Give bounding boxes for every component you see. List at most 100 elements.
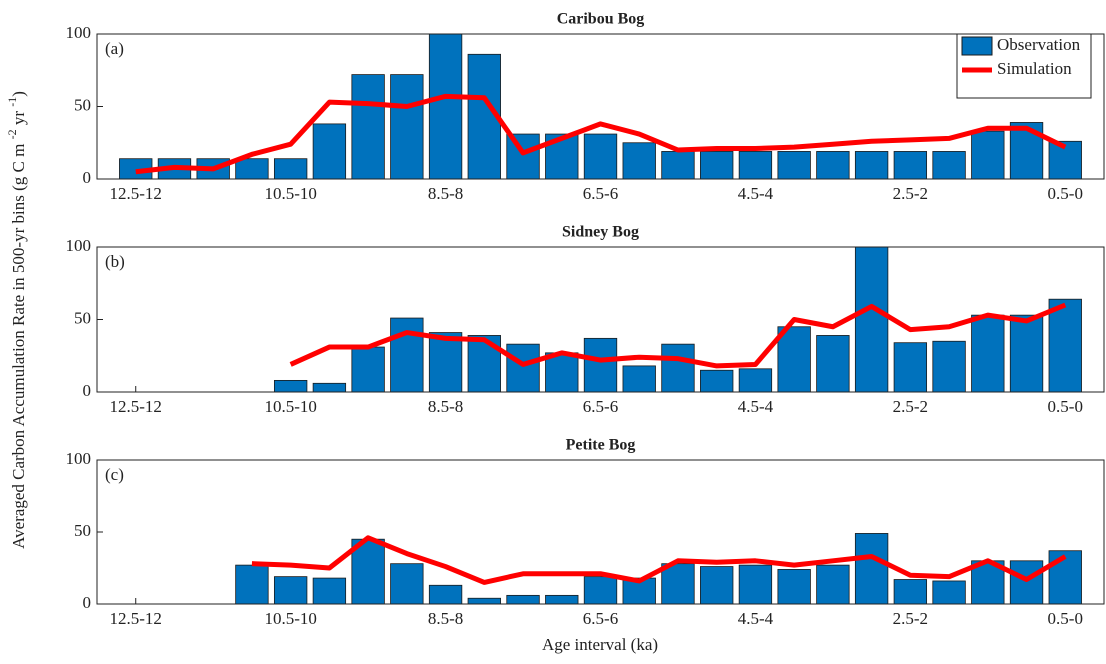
legend-swatch: [961, 36, 993, 56]
bar: [235, 564, 269, 605]
bar: [854, 246, 889, 393]
bar: [893, 151, 928, 180]
x-tick-label: 2.5-2: [893, 184, 928, 203]
bar: [312, 577, 347, 605]
x-axis-label: Age interval (ka): [542, 635, 658, 654]
x-tick-label: 2.5-2: [893, 609, 928, 628]
x-tick-label: 6.5-6: [583, 184, 618, 203]
x-tick-label: 4.5-4: [738, 609, 774, 628]
bar: [583, 337, 618, 393]
y-label-part: Averaged Carbon Accumulation Rate in 500…: [9, 139, 28, 549]
y-label-part: yr: [9, 107, 28, 130]
x-tick-label: 8.5-8: [428, 184, 463, 203]
bar: [1009, 314, 1044, 393]
bar: [661, 343, 695, 393]
chart-title: Caribou Bog: [557, 11, 645, 28]
axes-box: [96, 459, 1105, 605]
bar: [893, 579, 928, 605]
bar: [738, 368, 773, 393]
bar: [816, 151, 850, 180]
bar: [971, 314, 1005, 393]
bar: [971, 130, 1005, 180]
x-tick-label: 10.5-10: [264, 184, 316, 203]
y-tick-label: 100: [66, 449, 92, 468]
legend-label: Simulation: [997, 59, 1072, 78]
legend-label: Observation: [997, 35, 1081, 54]
bar: [700, 566, 734, 605]
bar: [351, 538, 385, 605]
chart-title: Sidney Bog: [562, 224, 639, 241]
panel-label: (a): [105, 39, 124, 58]
bar: [777, 151, 811, 180]
x-tick-label: 8.5-8: [428, 609, 463, 628]
line: [289, 302, 1067, 369]
bar: [467, 597, 501, 605]
bar: [777, 326, 811, 393]
bar: [700, 151, 734, 180]
bar: [816, 335, 850, 393]
bar: [545, 594, 579, 605]
line: [251, 535, 1067, 585]
x-tick-label: 2.5-2: [893, 397, 928, 416]
bar: [583, 133, 618, 180]
x-tick-label: 8.5-8: [428, 397, 463, 416]
bar: [428, 33, 463, 180]
bar: [273, 158, 308, 180]
bar: [351, 74, 385, 180]
bar: [351, 346, 385, 393]
panel-label: (b): [105, 252, 125, 271]
bar: [622, 142, 656, 180]
y-tick-label: 0: [83, 381, 92, 400]
x-tick-label: 10.5-10: [264, 609, 316, 628]
y-label-part: ): [9, 91, 28, 97]
x-tick-label: 12.5-12: [110, 609, 162, 628]
bar: [661, 563, 695, 605]
x-tick-label: 0.5-0: [1048, 609, 1083, 628]
bar: [932, 580, 966, 605]
bar: [700, 369, 734, 393]
bar: [428, 332, 463, 393]
bar: [312, 123, 347, 180]
y-label-sup: -1: [5, 97, 19, 107]
y-tick-label: 0: [83, 593, 92, 612]
x-tick-label: 6.5-6: [583, 397, 618, 416]
x-tick-label: 12.5-12: [110, 184, 162, 203]
y-tick-label: 100: [66, 23, 92, 42]
bar: [854, 533, 889, 605]
bar: [1048, 550, 1082, 605]
bar: [1009, 560, 1044, 605]
bar: [235, 158, 269, 180]
bar: [661, 151, 695, 180]
y-tick-label: 50: [74, 521, 91, 540]
x-tick-label: 12.5-12: [110, 397, 162, 416]
x-tick-label: 4.5-4: [738, 397, 774, 416]
bar: [1048, 140, 1082, 180]
bar: [506, 343, 540, 393]
bar: [816, 564, 850, 605]
x-tick-label: 0.5-0: [1048, 184, 1083, 203]
y-tick-label: 0: [83, 168, 92, 187]
bar: [273, 379, 308, 393]
bar: [390, 563, 424, 605]
bar: [506, 594, 540, 605]
x-tick-label: 4.5-4: [738, 184, 774, 203]
x-tick-label: 10.5-10: [264, 397, 316, 416]
bar: [622, 365, 656, 393]
bar: [738, 151, 773, 180]
chart-title: Petite Bog: [566, 437, 636, 454]
bar: [622, 577, 656, 605]
bar: [583, 576, 618, 605]
bar: [273, 576, 308, 605]
bar: [390, 317, 424, 393]
bar: [777, 569, 811, 605]
legend: Observation Simulation: [956, 33, 1092, 99]
bar: [854, 151, 889, 180]
axes-box: [96, 33, 1105, 180]
y-tick-label: 50: [74, 95, 91, 114]
bar: [932, 340, 966, 393]
y-tick-label: 100: [66, 236, 92, 255]
panel-label: (c): [105, 465, 124, 484]
y-tick-label: 50: [74, 308, 91, 327]
x-tick-label: 0.5-0: [1048, 397, 1083, 416]
